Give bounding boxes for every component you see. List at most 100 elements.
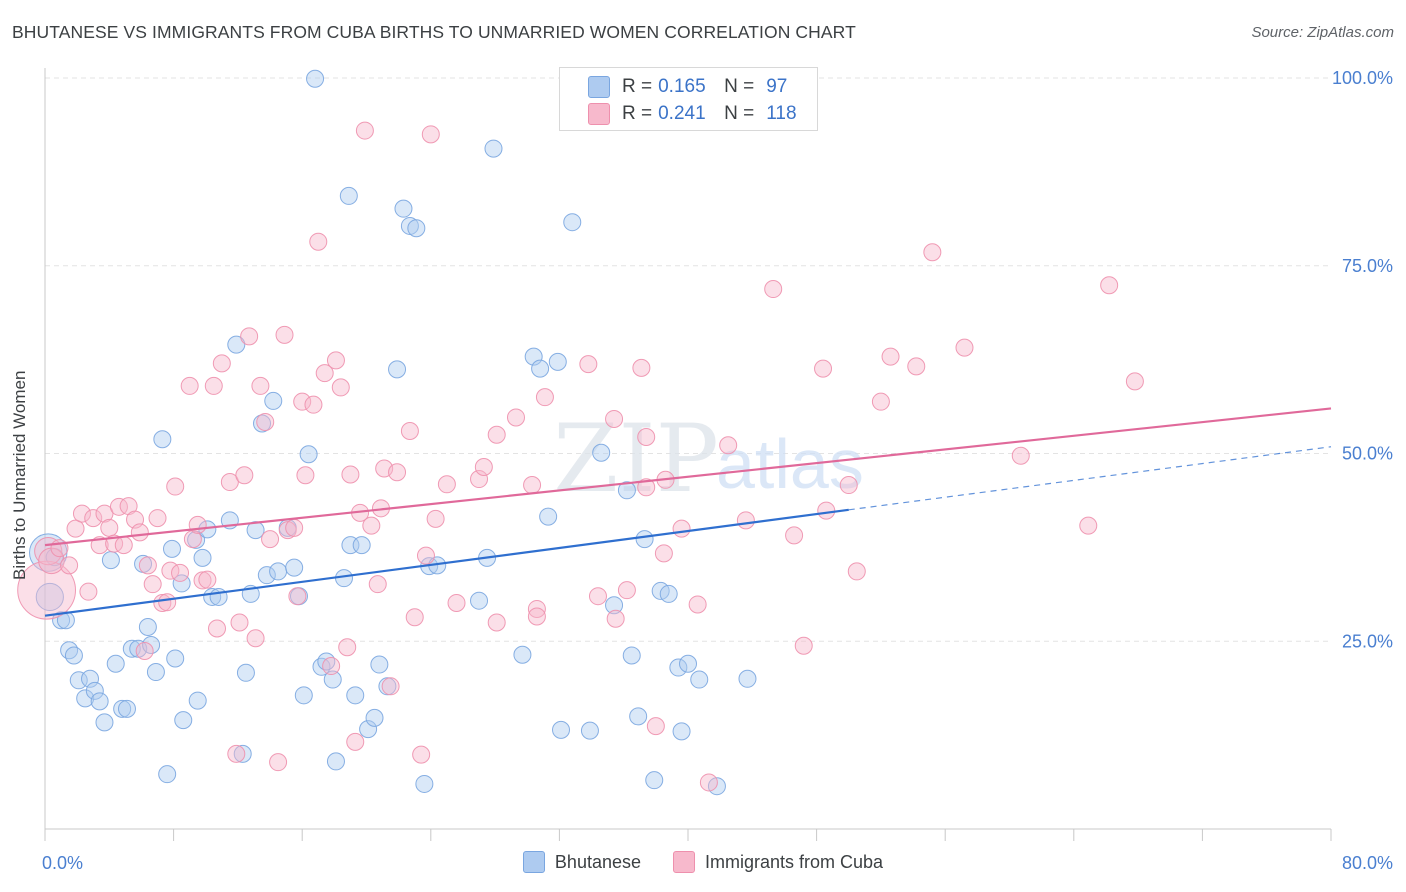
tick-labels: 100.0% 75.0% 50.0% 25.0% 0.0% 80.0% [42, 68, 1393, 873]
bhutanese-point [563, 213, 582, 232]
cuba-point [66, 519, 85, 538]
cuba-point [426, 509, 445, 528]
cuba-point [637, 478, 656, 497]
bhutanese-point [69, 671, 88, 690]
bhutanese-point [738, 669, 757, 688]
cuba-point [166, 477, 185, 496]
bhutanese-point [253, 414, 272, 433]
cuba-point [188, 515, 207, 534]
legend-swatch-bhutanese [522, 851, 545, 873]
x-tick-label: 0.0% [42, 853, 83, 873]
bhutanese-point [415, 774, 434, 793]
bhutanese-point [580, 721, 599, 740]
bhutanese-point [257, 566, 276, 585]
bhutanese-point [629, 707, 648, 726]
cuba-point [269, 753, 288, 772]
watermark: ZIP atlas [553, 405, 864, 514]
y-axis-label: Births to Unmarried Women [10, 370, 29, 580]
cuba-point [296, 466, 315, 485]
series-legend: Bhutanese Immigrants from Cuba [0, 851, 1406, 873]
axes [44, 68, 1332, 841]
y-tick-label: 50.0% [1342, 444, 1393, 464]
bhutanese-point [592, 443, 611, 462]
cuba-point [180, 376, 199, 395]
cuba-point [256, 412, 275, 431]
cuba-point [654, 544, 673, 563]
bhutanese-point [285, 558, 304, 577]
cuba-point [646, 717, 665, 736]
cuba-point [447, 593, 466, 612]
cuba-point [230, 613, 249, 632]
data-points [17, 69, 1144, 796]
cuba-point [487, 613, 506, 632]
stats-row-cuba: R = 0.241 N = 118 [560, 100, 797, 128]
bhutanese-point [85, 681, 104, 700]
cuba-point [95, 504, 114, 523]
legend-label-bhutanese: Bhutanese [554, 851, 641, 872]
cuba-point [235, 466, 254, 485]
cuba-point [632, 358, 651, 377]
bhutanese-point [407, 219, 426, 238]
cuba-point [251, 376, 270, 395]
cuba-point [605, 409, 624, 428]
stats-legend: R = 0.165 N = 97 R = 0.241 N = 118 [559, 67, 818, 131]
cuba-point [60, 556, 79, 575]
bhutanese-point [352, 536, 371, 555]
n-label: N = [724, 103, 755, 124]
cuba-point [579, 355, 598, 374]
bhutanese-point [679, 654, 697, 673]
bhutanese-point [672, 722, 691, 741]
bhutanese-point [669, 658, 688, 677]
legend-item-bhutanese[interactable]: Bhutanese [522, 851, 641, 873]
watermark-atlas: atlas [716, 425, 864, 503]
bhutanese-point [233, 744, 252, 763]
bhutanese-point [153, 430, 172, 449]
cuba-point [535, 388, 554, 407]
bhutanese-point [690, 670, 709, 689]
cuba-point [143, 575, 162, 594]
r-value: 0.165 [658, 76, 706, 97]
cuba-point [785, 526, 804, 545]
cuba-point [362, 516, 381, 535]
cuba-point [1100, 276, 1119, 295]
cuba-point [527, 599, 546, 618]
cuba-point [212, 354, 231, 373]
bhutanese-point [193, 548, 212, 567]
cuba-point [955, 338, 974, 357]
cuba-point [293, 392, 312, 411]
bhutanese-point [552, 720, 571, 739]
bhutanese-point [81, 669, 100, 688]
cuba-point [315, 364, 334, 383]
bhutanese-point [188, 691, 207, 710]
cuba-point [331, 378, 350, 397]
bhutanese-point [146, 663, 165, 682]
bhutanese-point [269, 562, 288, 581]
cuba-point [764, 280, 783, 299]
cuba-point [688, 595, 707, 614]
cuba-point [527, 607, 546, 626]
n-value: 97 [766, 76, 788, 97]
cuba-point [617, 581, 636, 600]
bhutanese-point [312, 657, 331, 676]
stats-row-bhutanese: R = 0.165 N = 97 [560, 73, 787, 101]
cuba-trend-line [44, 407, 1332, 547]
bhutanese-point [236, 663, 255, 682]
cuba-point [474, 458, 493, 477]
cuba-point [79, 582, 98, 601]
cuba-point [794, 636, 813, 655]
source-label: Source: ZipAtlas.com [1251, 24, 1394, 41]
legend-item-cuba[interactable]: Immigrants from Cuba [673, 851, 883, 873]
cuba-point [907, 357, 926, 376]
cuba-point [148, 509, 167, 528]
cuba-point [100, 518, 119, 537]
cuba-point [506, 408, 525, 427]
y-tick-label: 75.0% [1342, 256, 1393, 276]
cuba-point [17, 560, 77, 620]
bhutanese-point [513, 645, 532, 664]
chart-title: BHUTANESE VS IMMIGRANTS FROM CUBA BIRTHS… [12, 22, 856, 42]
cuba-point [672, 519, 691, 538]
cuba-point [204, 376, 223, 395]
n-value: 118 [766, 103, 797, 124]
cuba-point [355, 121, 374, 140]
cuba-point [90, 536, 109, 555]
